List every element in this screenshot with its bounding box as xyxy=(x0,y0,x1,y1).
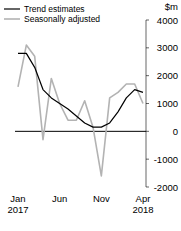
y-tick-label: -2000 xyxy=(154,182,178,193)
y-tick-label: 3000 xyxy=(157,42,178,53)
y-tick-label: 2000 xyxy=(157,70,178,81)
legend-label: Seasonally adjusted xyxy=(24,14,100,24)
y-tick xyxy=(146,47,149,48)
x-tick-label: Jun xyxy=(52,193,67,204)
legend-label: Trend estimates xyxy=(24,4,85,14)
y-tick-label: 0 xyxy=(173,126,178,137)
y-tick xyxy=(146,75,149,76)
chart: -2000 -1000 0 1000 2000 3000 4000 $m Jan2017 Jun N… xyxy=(0,0,181,231)
legend-swatch xyxy=(4,18,20,20)
y-tick xyxy=(146,187,149,188)
y-tick-label: 1000 xyxy=(157,98,178,109)
y-tick-label: -1000 xyxy=(154,154,178,165)
y-label: $m xyxy=(165,1,178,12)
y-tick xyxy=(146,20,149,21)
y-tick xyxy=(146,159,149,160)
legend-swatch xyxy=(4,8,20,9)
series-line xyxy=(18,45,143,176)
y-tick xyxy=(146,131,149,132)
x-tick-label: Apr2018 xyxy=(132,193,153,215)
zero-line xyxy=(15,131,146,132)
y-tick-label: 4000 xyxy=(157,15,178,26)
x-tick-label: Nov xyxy=(93,193,110,204)
plot xyxy=(18,45,143,176)
x-tick-label: Jan2017 xyxy=(7,193,28,215)
series-line xyxy=(18,53,143,127)
y-tick xyxy=(146,103,149,104)
